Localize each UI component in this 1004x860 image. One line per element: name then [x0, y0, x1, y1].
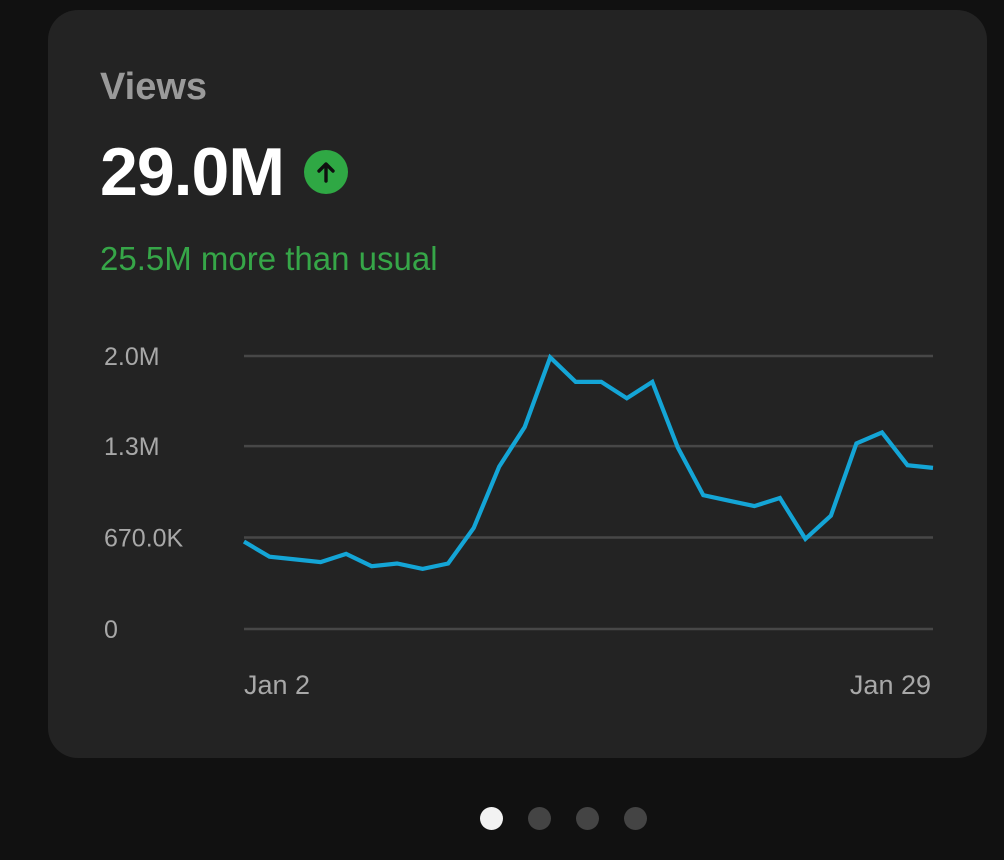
arrow-up-glyph	[317, 162, 335, 183]
page-dot[interactable]	[480, 807, 503, 830]
y-tick-label: 670.0K	[104, 525, 184, 553]
views-card[interactable]: Views 29.0M 25.5M more than usual 0 670.0…	[48, 10, 987, 758]
x-tick-label: Jan 2	[244, 670, 310, 700]
page-dot[interactable]	[576, 807, 599, 830]
y-tick-label: 2.0M	[104, 343, 160, 371]
page-dot[interactable]	[528, 807, 551, 830]
y-tick-label: 1.3M	[104, 433, 160, 461]
page-indicator	[480, 807, 647, 830]
metric-row: 29.0M	[100, 138, 348, 206]
arrow-up-icon	[304, 150, 348, 194]
views-value: 29.0M	[100, 134, 285, 210]
page-dot[interactable]	[624, 807, 647, 830]
x-tick-label: Jan 29	[850, 670, 931, 700]
comparison-text: 25.5M more than usual	[100, 240, 438, 277]
views-line-chart: 0 670.0K 1.3M 2.0M Jan 2 Jan 29	[104, 343, 934, 700]
y-tick-label: 0	[104, 616, 118, 644]
views-series-line	[242, 353, 934, 572]
card-title: Views	[100, 66, 208, 108]
